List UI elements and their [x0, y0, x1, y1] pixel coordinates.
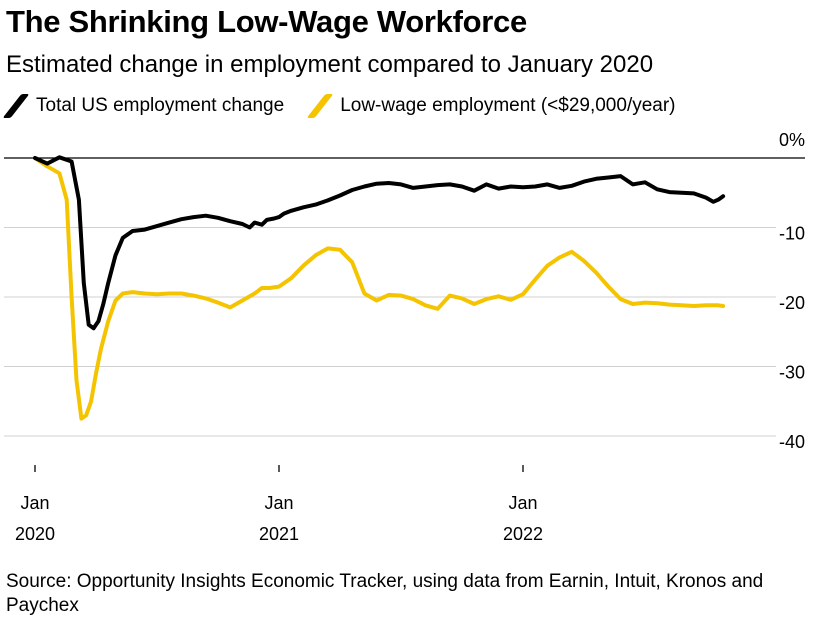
x-tick-label-month: Jan [20, 493, 49, 513]
y-tick-label: -40 [779, 432, 805, 452]
x-tick-label-year: 2022 [503, 524, 543, 544]
x-tick-label-year: 2020 [15, 524, 55, 544]
legend: Total US employment change Low-wage empl… [2, 94, 702, 118]
series-line-low-wage [33, 156, 726, 421]
chart-subtitle: Estimated change in employment compared … [6, 51, 654, 78]
chart-title: The Shrinking Low-Wage Workforce [6, 4, 527, 39]
legend-item-total: Total US employment change [2, 94, 285, 118]
line-chart: 0% -10 -20 -30 -40 Jan 2020 Jan 2021 Jan 2022 [4, 130, 805, 544]
series-line-total [33, 155, 726, 331]
x-tick-label-month: Jan [508, 493, 537, 513]
legend-item-low-wage: Low-wage employment (<$29,000/year) [306, 94, 676, 118]
legend-swatch-low-wage [306, 94, 334, 118]
legend-swatch-total [2, 94, 30, 118]
legend-label-total: Total US employment change [36, 95, 285, 116]
x-tick-label-year: 2021 [259, 524, 299, 544]
y-tick-label: -20 [779, 293, 805, 313]
y-tick-label: -10 [779, 224, 805, 244]
x-tick-label-month: Jan [264, 493, 293, 513]
y-tick-label: -30 [779, 363, 805, 383]
y-tick-label: 0% [779, 130, 805, 150]
source-note: Source: Opportunity Insights Economic Tr… [6, 571, 764, 616]
legend-label-low-wage: Low-wage employment (<$29,000/year) [340, 95, 676, 116]
